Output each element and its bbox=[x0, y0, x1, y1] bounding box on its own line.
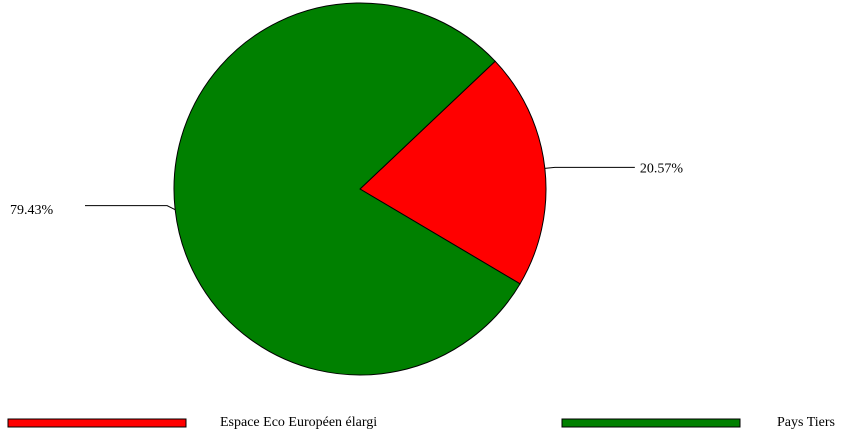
leader-line bbox=[544, 166, 635, 169]
legend-swatch bbox=[7, 418, 187, 428]
data-label: 20.57% bbox=[640, 162, 684, 177]
leader-line bbox=[85, 205, 176, 211]
legend-label: Pays Tiers bbox=[777, 415, 835, 430]
legend-label: Espace Eco Européen élargi bbox=[220, 415, 377, 430]
data-label: 79.43% bbox=[10, 203, 54, 218]
legend-swatch bbox=[561, 418, 741, 428]
